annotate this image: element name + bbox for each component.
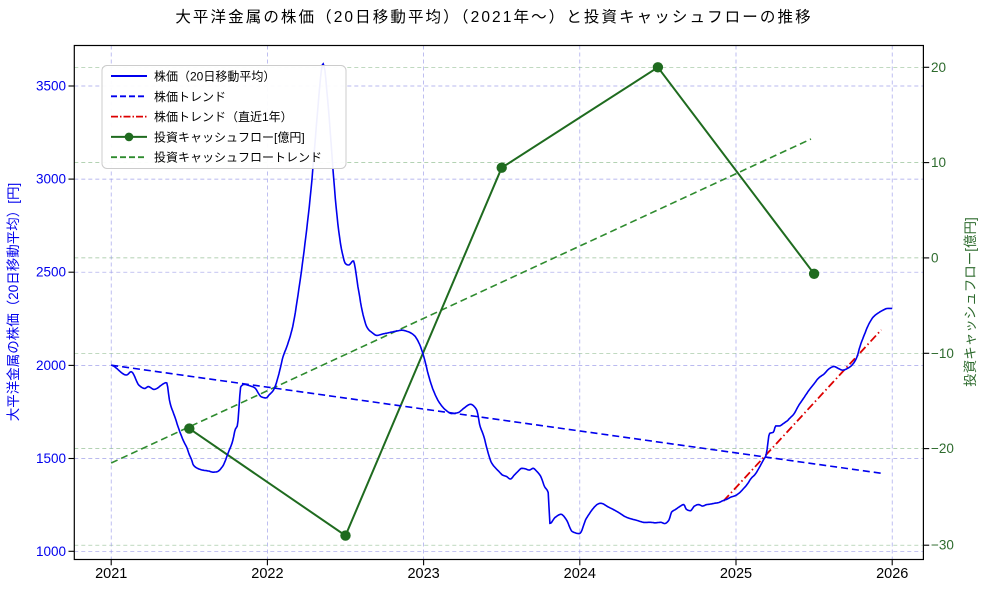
svg-text:2022: 2022 [251,566,283,582]
svg-text:2500: 2500 [36,265,66,280]
svg-text:投資キャッシュフロートレンド: 投資キャッシュフロートレンド [154,150,322,165]
svg-text:大平洋金属の株価（20日移動平均）（2021年〜）と投資キャ: 大平洋金属の株価（20日移動平均）（2021年〜）と投資キャッシュフローの推移 [175,8,812,26]
svg-text:株価（20日移動平均）: 株価（20日移動平均） [154,69,275,84]
svg-text:−20: −20 [931,441,954,456]
svg-text:大平洋金属の株価（20日移動平均）[円]: 大平洋金属の株価（20日移動平均）[円] [6,183,21,422]
svg-text:10: 10 [931,155,946,170]
svg-text:−30: −30 [931,538,954,553]
svg-text:0: 0 [931,250,939,265]
svg-text:1000: 1000 [36,544,66,559]
svg-text:株価トレンド（直近1年）: 株価トレンド（直近1年） [154,109,293,124]
svg-text:2026: 2026 [876,566,908,582]
svg-text:20: 20 [931,60,946,75]
svg-text:株価トレンド: 株価トレンド [154,89,226,104]
svg-text:投資キャッシュフロー[億円]: 投資キャッシュフロー[億円] [154,129,305,144]
svg-text:2000: 2000 [36,358,66,373]
svg-text:−10: −10 [931,346,954,361]
svg-text:2025: 2025 [720,566,752,582]
svg-text:3000: 3000 [36,172,66,187]
svg-text:2021: 2021 [95,566,127,582]
svg-text:2024: 2024 [564,566,596,582]
svg-text:3500: 3500 [36,79,66,94]
svg-text:1500: 1500 [36,451,66,466]
svg-text:投資キャッシュフロー[億円]: 投資キャッシュフロー[億円] [963,217,978,387]
svg-text:2023: 2023 [407,566,439,582]
